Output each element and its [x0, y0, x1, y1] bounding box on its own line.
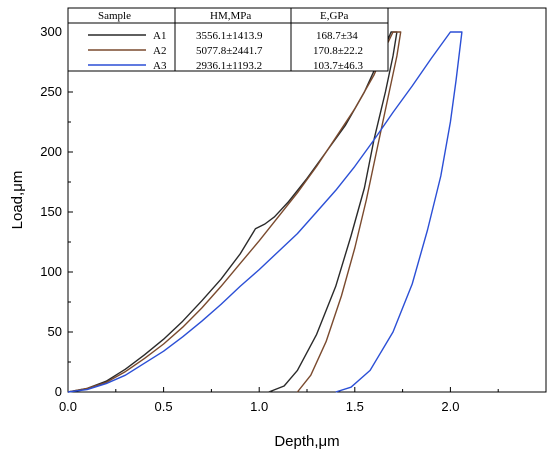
y-tick-label: 150: [40, 204, 62, 219]
legend-e-a2: 170.8±22.2: [313, 45, 363, 57]
y-tick-label: 0: [55, 384, 62, 399]
legend-table-box: [67, 7, 389, 72]
series-layer: [67, 31, 463, 393]
legend-table: Sample HM,MPa E,GPa A1 3556.1±1413.9 168…: [67, 7, 389, 72]
legend-header-e: E,GPa: [320, 10, 349, 22]
legend-header-hm: HM,MPa: [210, 10, 251, 22]
series-line-a2: [67, 31, 402, 393]
legend-hm-a3: 2936.1±1193.2: [196, 60, 262, 72]
legend-e-a1: 168.7±34: [316, 30, 358, 42]
series-line-a1: [67, 31, 398, 393]
legend-hm-a2: 5077.8±2441.7: [196, 45, 263, 57]
ticks-layer: 0.0 0.5 1.0 1.5 2.0 0 50 100 150 200 250 300: [40, 24, 499, 414]
x-axis-title: Depth,μm: [274, 433, 339, 450]
x-tick-label: 1.5: [346, 399, 364, 414]
y-tick-label: 50: [48, 324, 62, 339]
y-axis-title: Load,μm: [9, 171, 26, 230]
x-tick-label: 2.0: [441, 399, 459, 414]
legend-sample-a2: A2: [153, 45, 166, 57]
legend-hm-a1: 3556.1±1413.9: [196, 30, 263, 42]
x-tick-label: 1.0: [250, 399, 268, 414]
x-tick-label: 0.0: [59, 399, 77, 414]
y-tick-label: 300: [40, 24, 62, 39]
legend-e-a3: 103.7±46.3: [313, 60, 364, 72]
legend-sample-a3: A3: [153, 60, 167, 72]
y-tick-label: 200: [40, 144, 62, 159]
legend-sample-a1: A1: [153, 30, 166, 42]
y-tick-label: 100: [40, 264, 62, 279]
y-tick-label: 250: [40, 84, 62, 99]
series-line-a3: [67, 31, 463, 393]
x-tick-label: 0.5: [155, 399, 173, 414]
legend-header-sample: Sample: [98, 10, 131, 22]
